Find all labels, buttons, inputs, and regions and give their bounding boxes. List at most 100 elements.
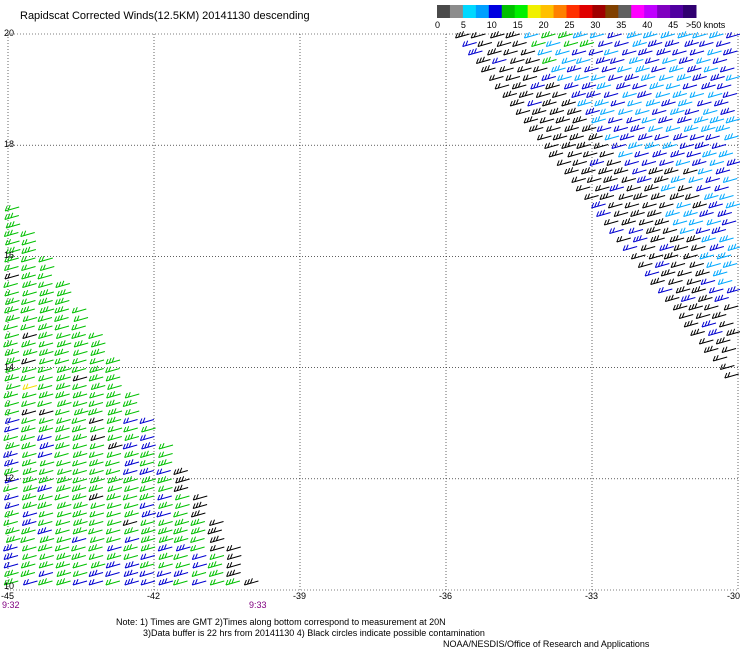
wind-barb (191, 570, 207, 577)
wind-barb (88, 527, 103, 535)
wind-barb (603, 175, 618, 183)
wind-barb (664, 39, 680, 47)
wind-barb (72, 400, 88, 407)
wind-barb (21, 518, 37, 526)
wind-barb (38, 476, 54, 484)
wind-barb (22, 289, 37, 297)
wind-barb (644, 57, 660, 64)
wind-barb (38, 578, 53, 586)
wind-barb (539, 116, 555, 124)
wind-barb (22, 467, 38, 475)
longitude-label: -36 (439, 591, 453, 601)
wind-barb (566, 107, 582, 115)
wind-barb (20, 425, 36, 433)
wind-barb (619, 133, 635, 141)
wind-barb (88, 451, 104, 458)
wind-barb (645, 226, 661, 234)
wind-barb (654, 218, 670, 226)
wind-barb (71, 493, 87, 501)
wind-barb (226, 544, 241, 552)
wind-barb (173, 467, 188, 475)
wind-barb (192, 561, 208, 569)
wind-barb (174, 518, 190, 526)
wind-barb (21, 451, 37, 458)
wind-barb (717, 278, 733, 285)
wind-barb (5, 527, 20, 535)
wind-barb (491, 57, 507, 64)
wind-barb (20, 230, 35, 237)
wind-barb (3, 544, 18, 552)
wind-barb (677, 31, 693, 39)
wind-barb (509, 99, 525, 107)
wind-barb (719, 235, 734, 243)
wind-barb (687, 65, 702, 73)
latitude-label: 20 (4, 28, 15, 38)
wind-barb (593, 142, 609, 149)
wind-barb (699, 209, 714, 217)
wind-barb (88, 553, 104, 560)
wind-barb (603, 218, 619, 226)
wind-barb (107, 544, 122, 552)
wind-barb (158, 561, 173, 569)
wind-barb (624, 201, 640, 209)
wind-barb (20, 434, 35, 441)
wind-barb (89, 365, 104, 373)
wind-barb (677, 116, 692, 124)
wind-barb (72, 433, 87, 441)
wind-barb (708, 201, 723, 209)
wind-barb (618, 108, 633, 115)
wind-barb (707, 91, 723, 98)
wind-barb (57, 468, 72, 475)
wind-barb (106, 502, 122, 509)
wind-barb (675, 286, 691, 294)
wind-barb (209, 544, 225, 552)
wind-barb (190, 527, 206, 535)
wind-barb (532, 65, 548, 73)
wind-barb (581, 167, 596, 175)
wind-barb (627, 141, 643, 149)
wind-barb (72, 476, 88, 484)
wind-barb (173, 578, 188, 586)
wind-barb (123, 544, 138, 552)
wind-barb (72, 468, 87, 475)
wind-barb (209, 553, 225, 560)
wind-barb (677, 99, 693, 107)
wind-barb (572, 116, 587, 124)
wind-barb (574, 74, 589, 81)
wind-barb (665, 209, 680, 217)
wind-barb (37, 323, 53, 331)
wind-barb (56, 569, 72, 577)
wind-barb (719, 363, 735, 370)
wind-barb (494, 82, 510, 90)
wind-barb (722, 91, 738, 98)
wind-barb (669, 107, 685, 115)
wind-barb (71, 331, 86, 339)
wind-barb (3, 434, 18, 441)
wind-barb (722, 260, 738, 268)
wind-barb (226, 561, 241, 569)
wind-barb (175, 502, 190, 509)
wind-barb (590, 74, 606, 81)
wind-barb (698, 40, 714, 47)
wind-barb (503, 48, 518, 56)
wind-barb (679, 142, 695, 149)
wind-barb (703, 303, 719, 311)
wind-barb (122, 468, 138, 475)
wind-barb (22, 578, 38, 586)
wind-barb (627, 99, 642, 107)
wind-barb (515, 108, 531, 115)
latitude-label: 14 (4, 361, 15, 372)
wind-barb (38, 331, 53, 339)
wind-barb (55, 382, 71, 390)
wind-barb (696, 184, 711, 192)
wind-barb (706, 261, 721, 268)
wind-barb (56, 536, 71, 543)
wind-barb (650, 235, 665, 243)
wind-barb (652, 150, 667, 158)
wind-barb (38, 374, 53, 382)
wind-barb (72, 349, 88, 356)
wind-barb (703, 192, 719, 200)
color-bar-label: >50 knots (686, 20, 726, 30)
wind-barb (511, 82, 527, 90)
wind-barb (616, 235, 631, 243)
